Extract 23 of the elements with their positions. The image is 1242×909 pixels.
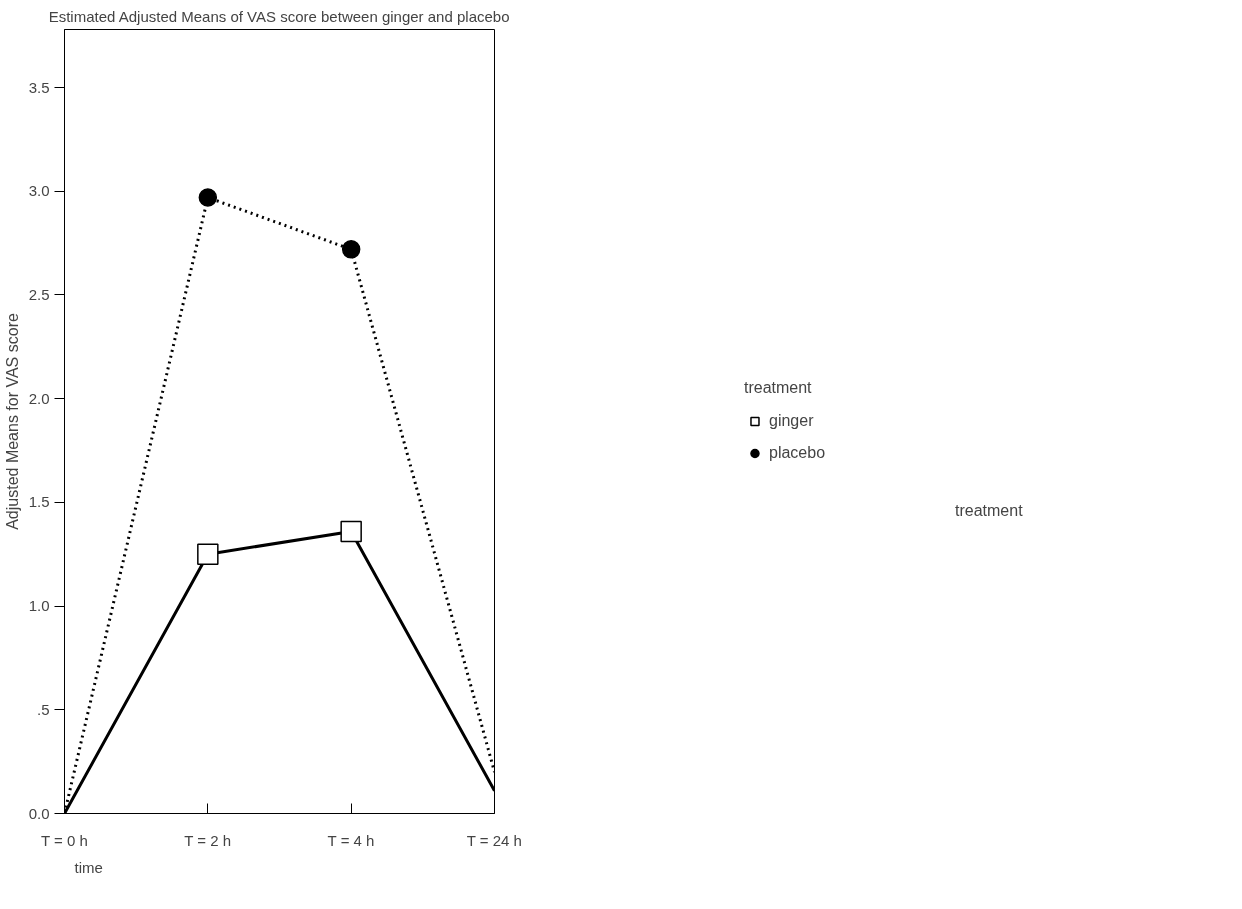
y-tick-label: 3.5 — [28, 78, 50, 96]
x-tick-label: T = 4 h — [327, 831, 375, 849]
y-tick-label: 2.0 — [28, 389, 50, 407]
y-tick-label: 1.5 — [28, 493, 50, 511]
point — [198, 188, 218, 207]
y-tick-label: 2.5 — [28, 285, 50, 303]
x-tick-label: T = 24 h — [466, 831, 522, 849]
x-tick-label: T = 0 h — [40, 831, 88, 849]
x-axis-title: time — [74, 858, 103, 876]
point — [340, 520, 362, 543]
y-tick-label: 1.0 — [28, 597, 50, 615]
y-tick-label: 3.0 — [28, 182, 50, 200]
x-tick-label: T = 2 h — [184, 831, 232, 849]
y-axis-title: Adjusted Means for VAS score — [3, 313, 21, 530]
legend-label: placebo — [768, 444, 826, 462]
y-tick-label: .5 — [36, 700, 50, 718]
legend-title: treatment — [743, 379, 813, 397]
y-tick-label: 0.0 — [28, 804, 50, 822]
point — [341, 240, 361, 259]
chart-title: Estimated Adjusted Means of VAS score between ginger and placebo — [48, 7, 510, 25]
point — [197, 543, 219, 565]
legend-label: ginger — [768, 412, 814, 430]
text: treatment — [955, 501, 1023, 521]
